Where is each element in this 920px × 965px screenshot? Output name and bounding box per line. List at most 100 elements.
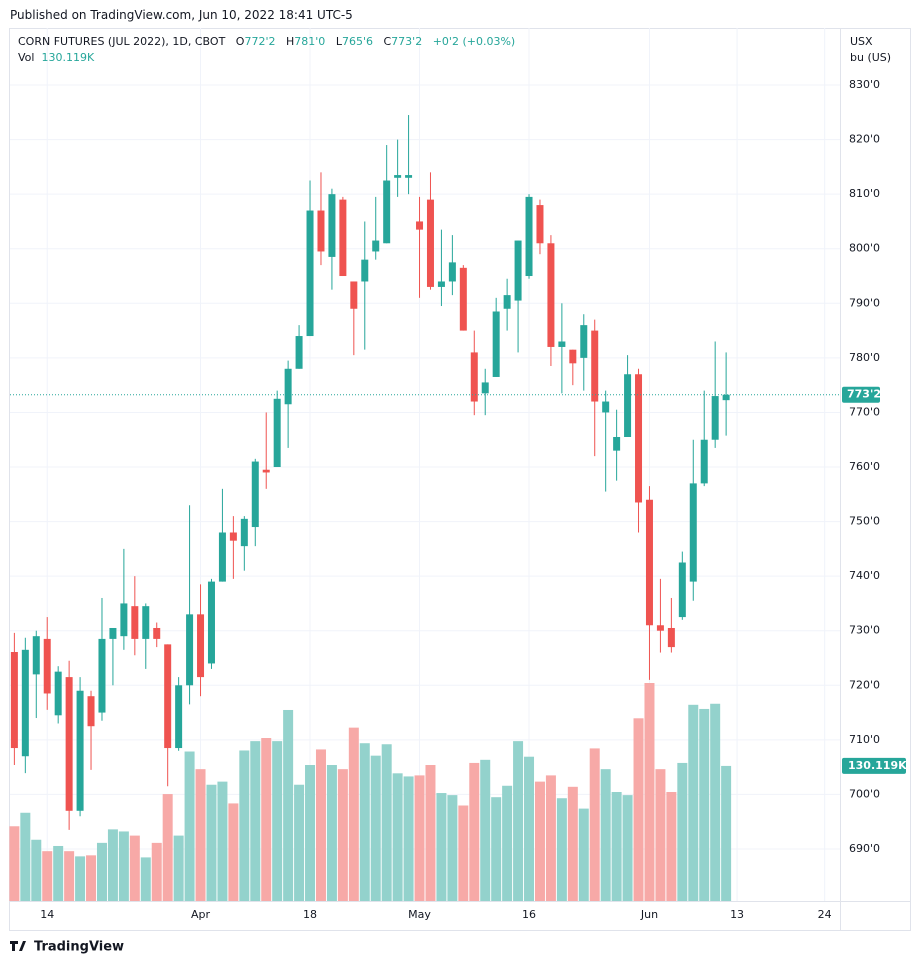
candle-body: [262, 469, 270, 473]
volume-bar: [31, 839, 42, 901]
legend-line: CORN FUTURES (JUL 2022), 1D, CBOT O772'2…: [18, 35, 515, 48]
volume-pane: [9, 683, 732, 901]
volume-bar: [414, 775, 425, 901]
volume-bar: [655, 769, 666, 901]
volume-bar: [315, 749, 326, 901]
candle-body: [437, 281, 445, 287]
volume-bar: [195, 769, 206, 901]
x-tick-label: Apr: [191, 908, 211, 921]
candle-body: [350, 281, 358, 309]
candle-body: [580, 325, 588, 358]
volume-bar: [162, 794, 173, 901]
y-tick-label: 740'0: [849, 569, 880, 582]
candle-body: [328, 194, 336, 257]
brand: TradingView: [34, 940, 124, 955]
last-price-label: 773'2: [847, 388, 881, 401]
volume-bar: [469, 762, 480, 901]
volume-bar: [589, 748, 600, 901]
candle-body: [711, 396, 719, 440]
candle-body: [229, 532, 237, 541]
volume-bar: [228, 803, 239, 901]
candle-body: [722, 394, 730, 401]
volume-bar: [513, 741, 524, 901]
ohlc-label: H: [286, 35, 295, 48]
candle-body: [295, 336, 303, 369]
volume-bar: [370, 755, 381, 901]
candle-body: [492, 311, 500, 377]
candle-body: [109, 627, 117, 639]
volume-bar: [721, 765, 732, 901]
volume-bar: [9, 826, 20, 901]
candle-body: [383, 180, 391, 244]
x-tick-label: 14: [40, 908, 54, 921]
volume-bar: [425, 765, 436, 901]
volume-bar: [688, 704, 699, 901]
ohlc-label: O: [235, 35, 245, 48]
volume-bar: [447, 795, 458, 901]
volume-bar: [75, 856, 86, 901]
y-tick-label: 820'0: [849, 133, 880, 146]
last-price-badge: [842, 386, 880, 403]
candle-body: [306, 210, 314, 337]
volume-bar: [140, 857, 151, 901]
volume-bar: [480, 759, 491, 901]
published: Published on TradingView.com, Jun 10, 20…: [10, 8, 353, 22]
candle-body: [459, 267, 467, 331]
volume-bar: [622, 795, 633, 901]
volume-bar: [458, 805, 469, 901]
candle-body: [525, 196, 533, 277]
x-tick-label: 24: [818, 908, 832, 921]
volume-bar: [534, 781, 545, 901]
y-tick-label: 700'0: [849, 787, 880, 800]
volume-bar: [107, 829, 118, 901]
y-tick-label: 730'0: [849, 624, 880, 637]
symbol-title: CORN FUTURES (JUL 2022), 1D, CBOT: [18, 35, 226, 48]
volume-bar: [326, 765, 337, 901]
candle-body: [700, 439, 708, 484]
candle-body: [186, 614, 194, 686]
candle-body: [569, 349, 577, 364]
chart-frame: [9, 28, 911, 931]
volume-bar: [337, 769, 348, 901]
candle-body: [481, 382, 489, 394]
volume-bar: [381, 744, 392, 901]
y-tick-label: 830'0: [849, 78, 880, 91]
candle-body: [142, 606, 150, 639]
candle-body: [65, 677, 73, 811]
volume-bar: [129, 835, 140, 901]
candle-body: [175, 685, 183, 749]
volume-bar: [151, 842, 162, 901]
candle-body: [361, 259, 369, 282]
y-tick-label: 720'0: [849, 678, 880, 691]
volume-bar: [283, 709, 294, 901]
candle-body: [602, 401, 610, 413]
volume-value: 130.119K: [41, 51, 95, 64]
x-tick-label: 16: [522, 908, 536, 921]
volume-legend: Vol 130.119K: [18, 51, 94, 64]
volume-bar: [261, 738, 272, 901]
candle-body: [98, 638, 106, 713]
change: +0'2 (+0.03%): [432, 35, 516, 48]
volume-bar: [294, 784, 305, 901]
volume-bar: [633, 718, 644, 901]
candle-body: [470, 352, 478, 402]
candle-body: [558, 341, 566, 347]
volume-bar: [491, 797, 502, 901]
candle-body: [218, 532, 226, 582]
candle-body: [547, 243, 555, 347]
candle-body: [613, 436, 621, 451]
volume-bar: [250, 741, 261, 901]
candle-body: [76, 690, 84, 811]
x-tick-label: 18: [303, 908, 317, 921]
y-tick-label: 770'0: [849, 405, 880, 418]
ohlc-value: 772'2: [244, 35, 276, 48]
volume-bar: [556, 798, 567, 901]
candle-body: [197, 614, 205, 678]
volume-bar: [644, 683, 655, 901]
candle-body: [635, 374, 643, 503]
candle-body: [448, 262, 456, 282]
volume-bar: [666, 792, 677, 901]
volume-bar: [403, 776, 414, 901]
volume-bar: [567, 786, 578, 901]
ohlc-label: L: [335, 35, 342, 48]
